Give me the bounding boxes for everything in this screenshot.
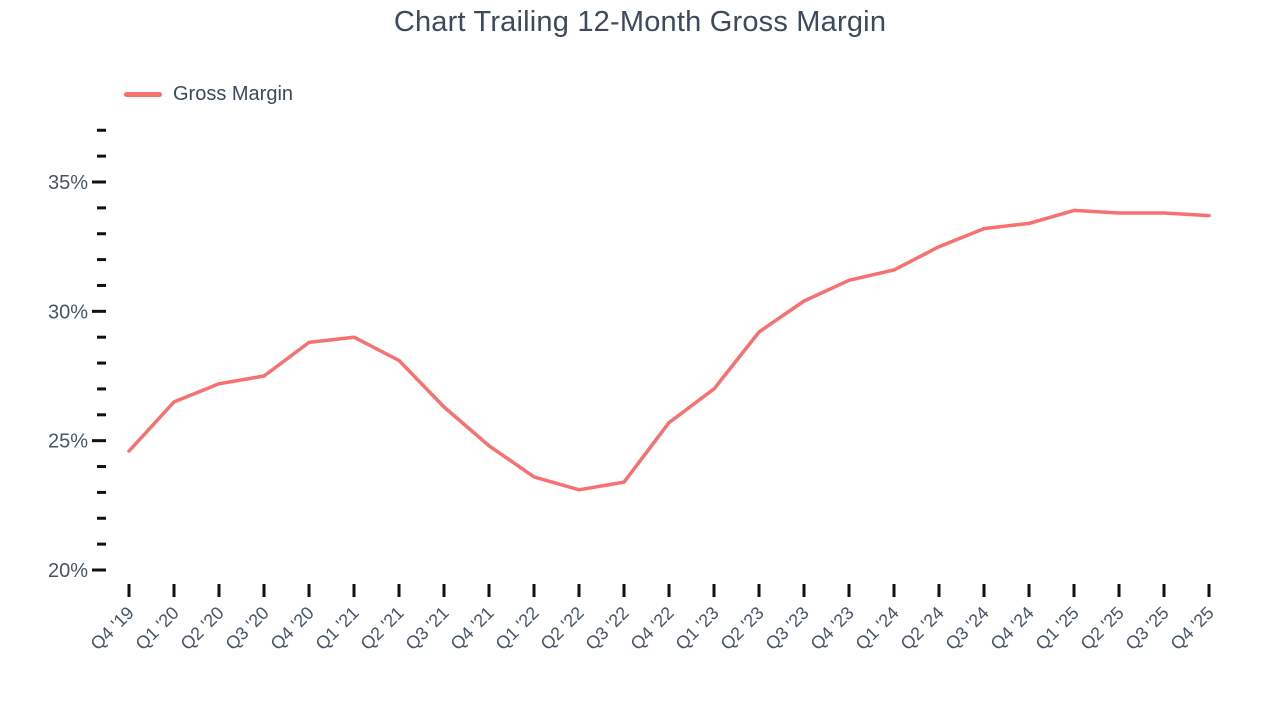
x-axis-label: Q4 '22 — [627, 603, 678, 654]
x-axis-label: Q3 '24 — [942, 603, 993, 654]
x-axis-label: Q3 '21 — [402, 603, 453, 654]
gross-margin-line[interactable] — [127, 208, 1211, 492]
x-axis-label: Q2 '23 — [717, 603, 768, 654]
x-axis-label: Q3 '20 — [222, 603, 273, 654]
x-axis-label: Q3 '23 — [762, 603, 813, 654]
x-axis-label: Q4 '21 — [447, 603, 498, 654]
legend-item-gross-margin[interactable]: Gross Margin — [124, 83, 293, 106]
legend-label: Gross Margin — [173, 83, 294, 105]
legend-line-swatch — [124, 92, 162, 97]
x-axis-label: Q3 '22 — [582, 603, 633, 654]
x-axis-label: Q2 '22 — [537, 603, 588, 654]
x-axis-label: Q1 '21 — [312, 603, 363, 654]
x-axis-label: Q2 '21 — [357, 603, 408, 654]
x-axis-label: Q1 '25 — [1032, 603, 1083, 654]
x-axis-label: Q1 '22 — [492, 603, 543, 654]
page-title: Chart Trailing 12-Month Gross Margin — [393, 6, 887, 38]
x-axis-label: Q4 '19 — [87, 603, 138, 654]
x-axis-label: Q2 '25 — [1077, 603, 1128, 654]
x-axis-label: Q4 '23 — [807, 603, 858, 654]
x-axis-label: Q3 '25 — [1122, 603, 1173, 654]
x-axis-label: Q1 '23 — [672, 603, 723, 654]
x-axis-label: Q4 '24 — [987, 603, 1038, 654]
y-axis-label: 30% — [48, 301, 88, 323]
x-axis-label: Q1 '24 — [852, 603, 903, 654]
x-axis-label: Q4 '20 — [267, 603, 318, 654]
y-axis-label: 20% — [48, 560, 88, 582]
x-axis-label: Q2 '20 — [177, 603, 228, 654]
y-axis-label: 35% — [48, 172, 88, 194]
x-axis-label: Q4 '25 — [1167, 603, 1218, 654]
x-axis-label: Q1 '20 — [132, 603, 183, 654]
y-axis-label: 25% — [48, 431, 88, 453]
x-axis-label: Q2 '24 — [897, 603, 948, 654]
